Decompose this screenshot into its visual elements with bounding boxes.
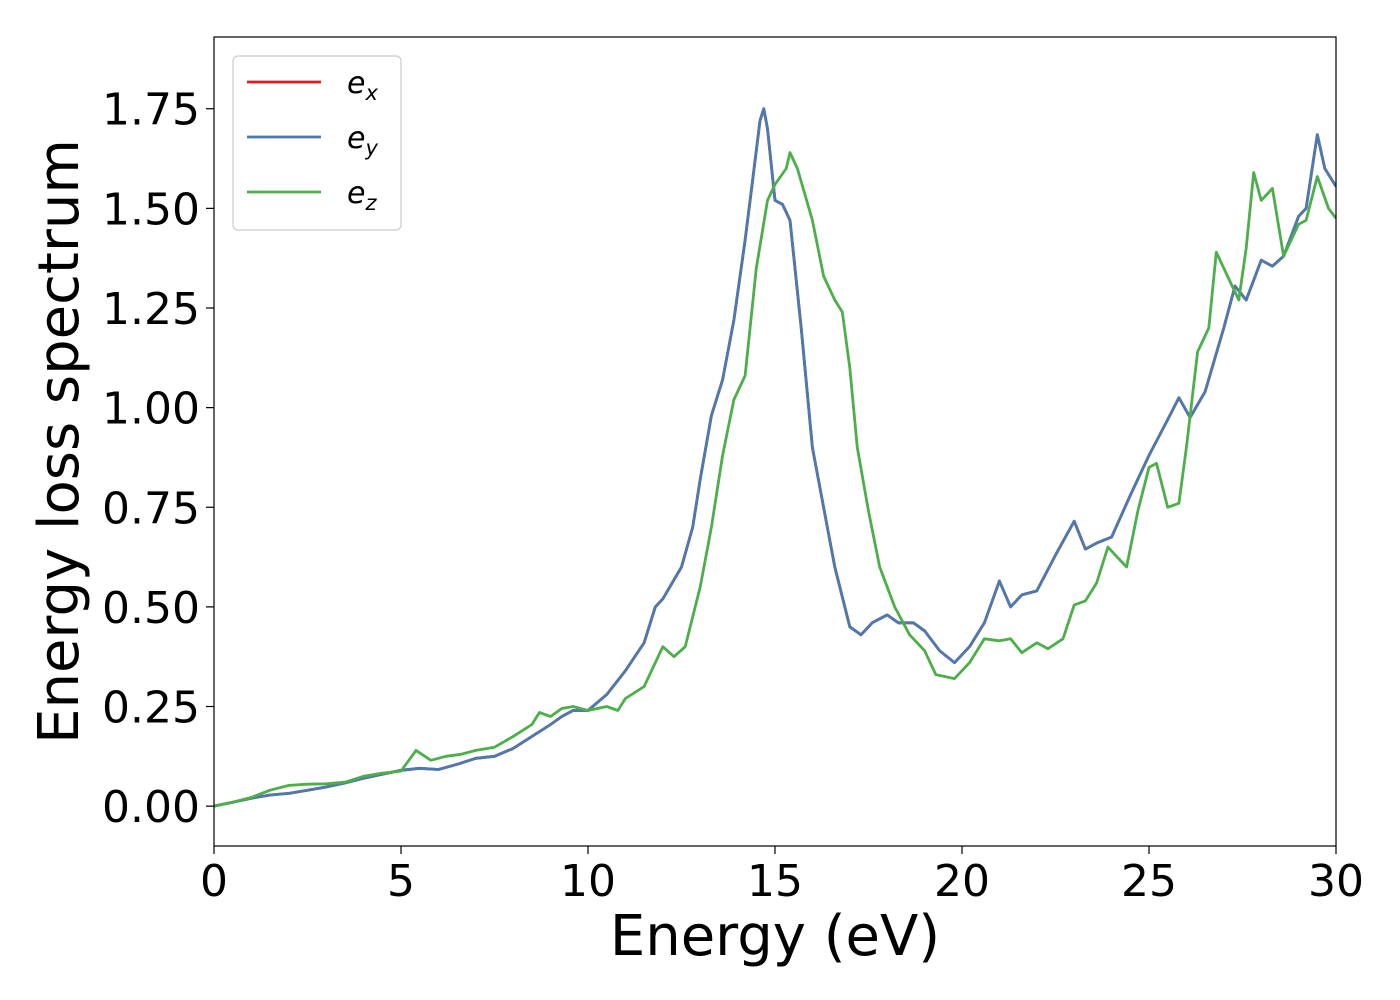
- y-tick-label: 0.25: [102, 683, 200, 734]
- y-tick-label: 0.50: [102, 583, 200, 634]
- y-tick-label: 0.00: [102, 782, 200, 833]
- legend-label-ez: ez: [347, 176, 377, 215]
- x-axis-ticks: 0 5 10 15 20 25 30: [200, 846, 1364, 907]
- x-tick-label: 30: [1308, 856, 1364, 907]
- y-tick-label: 1.00: [102, 384, 200, 435]
- y-axis-title: Energy loss spectrum: [27, 139, 92, 744]
- legend-label-ey: ey: [347, 121, 378, 160]
- x-tick-label: 15: [747, 856, 803, 907]
- legend-label-ex: ex: [347, 66, 378, 105]
- x-tick-label: 10: [560, 856, 616, 907]
- x-tick-label: 25: [1121, 856, 1177, 907]
- axes-frame: [213, 36, 1337, 847]
- y-tick-label: 1.75: [102, 85, 200, 136]
- x-axis-title: Energy (eV): [610, 904, 940, 969]
- y-axis-ticks: 0.00 0.25 0.50 0.75 1.00 1.25 1.50 1.75: [102, 85, 214, 833]
- legend: ex ey ez: [232, 55, 402, 231]
- x-tick-label: 0: [200, 856, 228, 907]
- plot-area: [214, 107, 1336, 808]
- y-tick-label: 1.50: [102, 184, 200, 235]
- y-tick-label: 0.75: [102, 483, 200, 534]
- series-line-ez: [214, 151, 1336, 808]
- x-tick-label: 5: [387, 856, 415, 907]
- x-tick-label: 20: [934, 856, 990, 907]
- y-tick-label: 1.25: [102, 284, 200, 335]
- series-line-ey: [214, 107, 1336, 808]
- legend-box: [232, 55, 402, 231]
